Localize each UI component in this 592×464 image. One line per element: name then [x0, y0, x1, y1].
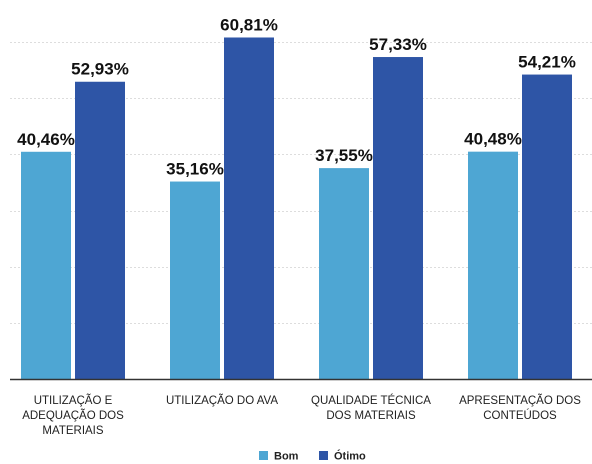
- value-label: 57,33%: [369, 35, 427, 54]
- legend-swatch-otimo: [319, 451, 328, 460]
- value-label: 40,48%: [464, 130, 522, 149]
- value-label: 37,55%: [315, 146, 373, 165]
- value-label: 60,81%: [220, 15, 278, 34]
- bar-otimo: [373, 57, 423, 379]
- category-label: UTILIZAÇÃO E ADEQUAÇÃO DOS MATERIAIS: [22, 394, 124, 437]
- bar-bom: [468, 151, 518, 379]
- value-label: 40,46%: [17, 130, 75, 149]
- bar-otimo: [75, 81, 125, 379]
- category-label: UTILIZAÇÃO DO AVA: [166, 394, 278, 407]
- bar-bom: [170, 181, 220, 379]
- bar-otimo: [522, 74, 572, 379]
- bar-bom: [319, 168, 369, 379]
- category-label: QUALIDADE TÉCNICA DOS MATERIAIS: [311, 394, 431, 422]
- value-label: 54,21%: [518, 53, 576, 72]
- value-label: 52,93%: [71, 60, 129, 79]
- bar-otimo: [224, 37, 274, 380]
- bar-bom: [21, 151, 71, 379]
- category-label: APRESENTAÇÃO DOS CONTEÚDOS: [459, 394, 581, 422]
- legend-swatch-bom: [259, 451, 268, 460]
- legend-label-bom: Bom: [274, 451, 299, 463]
- legend-label-otimo: Ótimo: [334, 450, 366, 463]
- value-label: 35,16%: [166, 160, 224, 179]
